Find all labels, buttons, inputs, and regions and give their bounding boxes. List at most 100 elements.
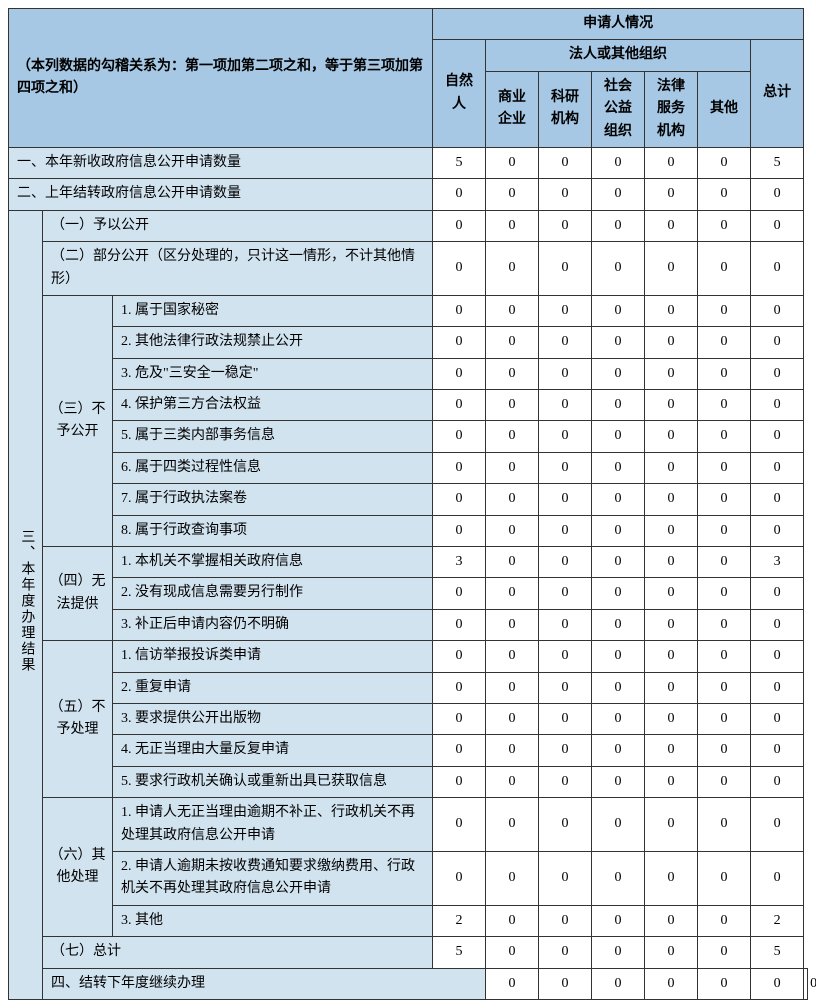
cell: 0 [645,515,698,546]
cell: 0 [539,484,592,515]
cell: 0 [592,390,645,421]
cell: 0 [539,578,592,609]
cell: 0 [433,766,486,797]
cell: 0 [433,358,486,389]
cell: 0 [486,179,539,210]
cell: 0 [486,609,539,640]
cell: 0 [751,851,804,905]
cell: 0 [645,210,698,241]
table-row: 3. 其他2000002 [9,905,808,936]
cell: 0 [698,327,751,358]
cell: 0 [698,390,751,421]
cell: 0 [433,672,486,703]
cell: 0 [486,641,539,672]
cell: 0 [592,672,645,703]
cell: 0 [698,609,751,640]
row-label: 四、结转下年度继续办理 [43,968,486,999]
col-total: 总计 [751,40,804,148]
cell: 0 [486,390,539,421]
cell: 0 [486,210,539,241]
cell: 0 [433,179,486,210]
cell: 0 [751,515,804,546]
cell: 0 [592,358,645,389]
col-other: 其他 [698,71,751,147]
cell: 0 [486,968,539,999]
cell: 0 [539,421,592,452]
cell: 0 [645,703,698,734]
cell: 0 [698,578,751,609]
cell: 0 [539,851,592,905]
cell: 0 [433,210,486,241]
table-row: 3. 补正后申请内容仍不明确0000000 [9,609,808,640]
table-row: （三）不予公开 1. 属于国家秘密 0000000 [9,295,808,326]
row-label: 2. 其他法律行政法规禁止公开 [113,327,433,358]
cell: 0 [486,547,539,578]
cell: 0 [433,295,486,326]
cell: 0 [698,968,751,999]
cell: 0 [433,452,486,483]
cell: 0 [486,851,539,905]
cell: 0 [645,968,698,999]
table-row: 5. 属于三类内部事务信息0000000 [9,421,808,452]
cell: 0 [486,798,539,852]
cell: 2 [433,905,486,936]
cell: 0 [539,452,592,483]
table-row: 2. 没有现成信息需要另行制作0000000 [9,578,808,609]
cell: 0 [539,703,592,734]
cell: 0 [645,798,698,852]
cell: 0 [751,735,804,766]
cell: 3 [433,547,486,578]
cell: 0 [539,147,592,178]
cell: 5 [751,147,804,178]
cell: 0 [698,421,751,452]
cell: 0 [751,179,804,210]
cell: 0 [433,390,486,421]
cell: 0 [592,452,645,483]
table-row: 3. 危及"三安全一稳定"0000000 [9,358,808,389]
cell: 0 [433,641,486,672]
cell: 0 [539,937,592,968]
row-label: 3. 危及"三安全一稳定" [113,358,433,389]
cell: 0 [592,295,645,326]
cell: 0 [645,578,698,609]
col-legal-org: 法人或其他组织 [486,40,751,71]
cell: 0 [698,547,751,578]
cell: 0 [539,798,592,852]
cell: 0 [433,609,486,640]
cell: 0 [433,327,486,358]
cell: 0 [645,851,698,905]
cell: 0 [698,242,751,296]
row-label: 4. 保护第三方合法权益 [113,390,433,421]
cell: 0 [645,421,698,452]
row-label: 5. 属于三类内部事务信息 [113,421,433,452]
table-row: 3. 要求提供公开出版物0000000 [9,703,808,734]
cell: 0 [592,968,645,999]
cell: 0 [751,766,804,797]
row-label: 6. 属于四类过程性信息 [113,452,433,483]
cell: 0 [751,242,804,296]
cell: 0 [751,295,804,326]
row-label: 一、本年新收政府信息公开申请数量 [9,147,433,178]
table-row: （六）其他处理 1. 申请人无正当理由逾期不补正、行政机关不再处理其政府信息公开… [9,798,808,852]
cell: 0 [592,210,645,241]
cell: 0 [698,905,751,936]
table-row: 一、本年新收政府信息公开申请数量 5 0 0 0 0 0 5 [9,147,808,178]
cell: 0 [592,798,645,852]
cell: 0 [751,672,804,703]
cell: 0 [486,295,539,326]
table-row: 二、上年结转政府信息公开申请数量 0 0 0 0 0 0 0 [9,179,808,210]
cell: 0 [592,242,645,296]
header-applicant: 申请人情况 [433,9,804,40]
col-business: 商业企业 [486,71,539,147]
cell: 0 [645,547,698,578]
row-label: 4. 无正当理由大量反复申请 [113,735,433,766]
cell: 0 [592,766,645,797]
cell: 0 [486,515,539,546]
row-label: 5. 要求行政机关确认或重新出具已获取信息 [113,766,433,797]
cell: 0 [486,452,539,483]
cell: 0 [645,641,698,672]
cell: 0 [698,295,751,326]
cell: 0 [645,390,698,421]
table-row: 2. 其他法律行政法规禁止公开0000000 [9,327,808,358]
cell: 0 [698,703,751,734]
